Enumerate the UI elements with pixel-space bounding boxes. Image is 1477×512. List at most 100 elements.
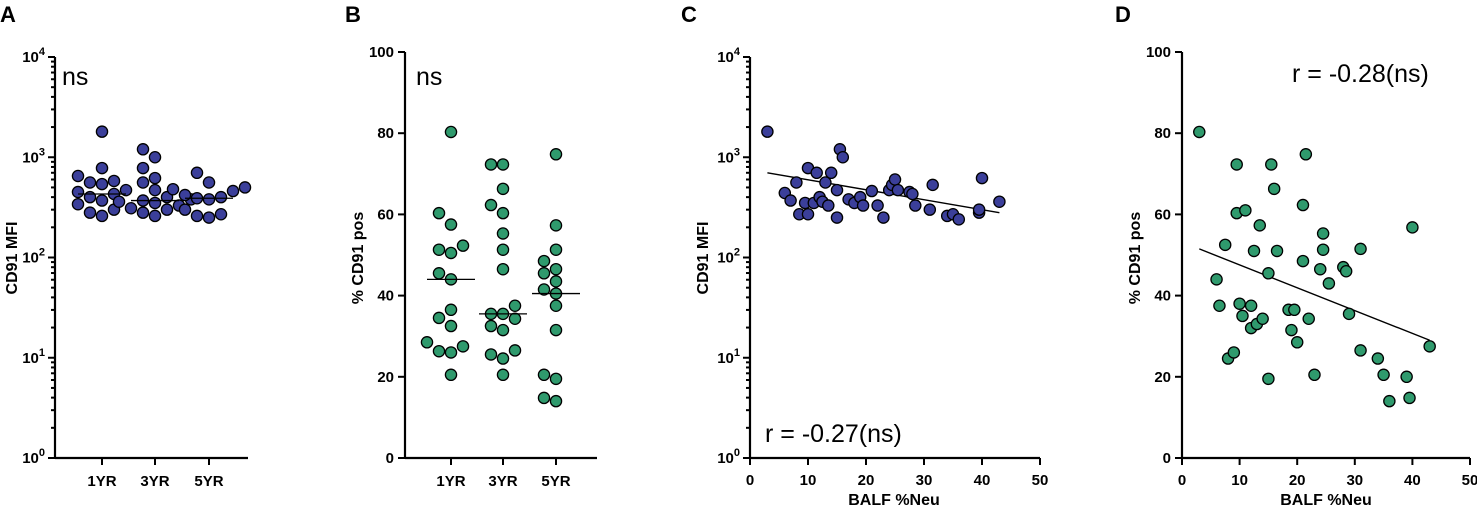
- data-point: [190, 209, 204, 223]
- x-tick-label-3yr: 3YR: [488, 473, 517, 490]
- data-point: [1342, 307, 1356, 321]
- data-point: [95, 194, 109, 207]
- regression-line: [1199, 248, 1430, 341]
- data-point: [484, 319, 498, 333]
- data-point: [1339, 264, 1353, 278]
- data-point: [178, 203, 192, 216]
- data-point: [537, 267, 551, 280]
- data-point: [484, 158, 498, 171]
- data-point: [952, 213, 966, 226]
- panel-c-y-axis-label: CD91 MFI: [695, 222, 712, 295]
- data-point: [761, 125, 774, 138]
- data-point: [202, 193, 216, 206]
- panel-letter-c: C: [681, 2, 697, 27]
- data-point: [1270, 244, 1284, 258]
- y-tick-label: 20: [1154, 369, 1171, 386]
- x-tick-label: 50: [1462, 472, 1477, 489]
- data-point: [95, 177, 109, 191]
- data-point: [238, 181, 252, 194]
- data-point: [891, 183, 905, 197]
- data-point: [537, 368, 551, 382]
- data-point: [1288, 303, 1301, 317]
- x-tick-label-1yr: 1YR: [87, 473, 116, 490]
- data-point: [537, 391, 551, 405]
- data-point: [95, 161, 109, 175]
- data-point: [432, 243, 446, 256]
- data-point: [496, 158, 510, 171]
- data-point: [537, 254, 551, 268]
- data-point: [1256, 312, 1269, 325]
- data-point: [830, 183, 844, 197]
- data-point: [1296, 254, 1310, 268]
- data-point: [444, 319, 458, 333]
- data-point: [888, 173, 902, 186]
- data-point: [1253, 219, 1267, 232]
- data-point: [1239, 204, 1252, 217]
- y-tick-label: 0: [1163, 450, 1171, 467]
- panel-d-x-axis-label: BALF %Neu: [1280, 492, 1372, 509]
- y-tick-label: 103: [717, 146, 740, 166]
- x-tick-label-1yr: 1YR: [436, 473, 465, 490]
- data-point: [420, 336, 434, 349]
- data-point: [1213, 299, 1226, 312]
- data-point: [1313, 262, 1327, 276]
- data-point: [975, 171, 989, 185]
- data-point: [496, 182, 510, 196]
- data-point: [148, 171, 162, 185]
- data-point: [508, 344, 522, 357]
- data-point: [71, 185, 85, 199]
- data-point: [444, 368, 458, 382]
- y-tick-label: 104: [717, 46, 741, 66]
- data-point: [784, 194, 797, 207]
- panel-b-annotation: ns: [416, 63, 442, 91]
- data-point: [432, 206, 446, 220]
- data-point: [136, 143, 150, 156]
- data-point: [496, 206, 510, 220]
- y-tick-label: 40: [377, 288, 394, 305]
- data-point: [1354, 242, 1367, 256]
- data-point: [95, 125, 109, 138]
- panel-a: A ns CD91 MFI 100 101 102 103 104 1YR 3YR 5YR: [0, 2, 252, 490]
- panel-d-annotation: r = -0.28(ns): [1292, 60, 1429, 88]
- panel-d-y-ticks: 0 20 40 60 80 100: [1146, 44, 1182, 467]
- data-point: [190, 166, 204, 180]
- data-point: [484, 348, 498, 361]
- data-point: [993, 195, 1006, 208]
- data-point: [496, 227, 510, 240]
- data-point: [1308, 368, 1321, 382]
- data-point: [906, 187, 919, 201]
- data-point: [1247, 244, 1261, 258]
- panel-b-y-axis-label: % CD91 pos: [350, 212, 367, 305]
- data-point: [119, 183, 133, 197]
- data-point: [926, 178, 939, 192]
- data-point: [508, 312, 522, 325]
- data-point: [1316, 227, 1330, 240]
- x-tick-label: 30: [916, 472, 933, 489]
- data-point: [877, 211, 890, 224]
- x-tick-label: 0: [1178, 472, 1186, 489]
- y-tick-label: 80: [377, 125, 394, 142]
- data-point: [71, 197, 85, 211]
- data-point: [148, 209, 162, 223]
- data-point: [1230, 158, 1243, 171]
- y-tick-label: 101: [717, 347, 740, 367]
- data-point: [178, 188, 192, 202]
- data-point: [1403, 391, 1416, 405]
- data-point: [432, 267, 446, 280]
- data-point: [202, 176, 216, 189]
- data-point: [549, 262, 563, 276]
- data-point: [432, 344, 446, 358]
- panel-letter-b: B: [345, 2, 361, 27]
- data-point: [1285, 323, 1298, 337]
- data-point: [456, 340, 470, 353]
- data-point: [824, 166, 838, 180]
- y-tick-label: 104: [22, 46, 46, 66]
- y-tick-label: 101: [22, 347, 45, 367]
- data-point: [432, 311, 446, 325]
- data-point: [1290, 336, 1304, 349]
- panel-c-x-ticks: 0 10 20 30 40 50: [746, 458, 1049, 489]
- data-point: [1265, 158, 1278, 171]
- x-tick-label: 50: [1032, 472, 1049, 489]
- data-point: [1193, 125, 1206, 139]
